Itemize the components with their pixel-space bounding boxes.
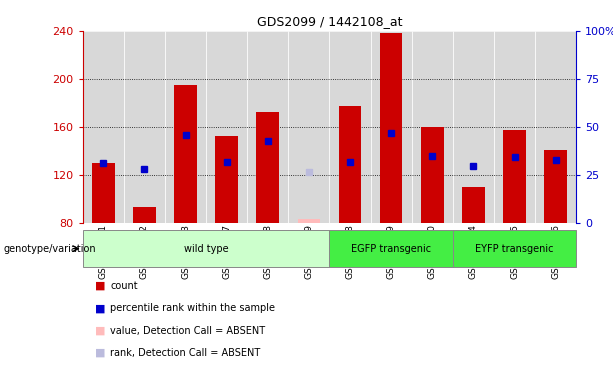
Text: percentile rank within the sample: percentile rank within the sample bbox=[110, 303, 275, 313]
Text: ■: ■ bbox=[95, 303, 105, 313]
Bar bbox=[330, 31, 371, 223]
Bar bbox=[256, 112, 279, 223]
Text: wild type: wild type bbox=[184, 243, 229, 254]
Text: ■: ■ bbox=[95, 326, 105, 336]
Bar bbox=[494, 31, 535, 223]
Bar bbox=[174, 85, 197, 223]
Bar bbox=[298, 219, 320, 223]
Bar bbox=[288, 31, 330, 223]
Bar bbox=[330, 230, 453, 267]
Bar bbox=[503, 130, 526, 223]
Title: GDS2099 / 1442108_at: GDS2099 / 1442108_at bbox=[257, 15, 402, 28]
Bar bbox=[247, 31, 288, 223]
Bar bbox=[535, 31, 576, 223]
Bar bbox=[339, 106, 361, 223]
Bar bbox=[412, 31, 453, 223]
Text: rank, Detection Call = ABSENT: rank, Detection Call = ABSENT bbox=[110, 348, 261, 358]
Bar bbox=[215, 136, 238, 223]
Bar bbox=[453, 230, 576, 267]
Bar bbox=[83, 31, 124, 223]
Bar bbox=[124, 31, 165, 223]
Bar bbox=[83, 230, 330, 267]
Bar bbox=[133, 207, 156, 223]
Bar bbox=[165, 31, 206, 223]
Text: value, Detection Call = ABSENT: value, Detection Call = ABSENT bbox=[110, 326, 265, 336]
Text: ■: ■ bbox=[95, 348, 105, 358]
Text: genotype/variation: genotype/variation bbox=[3, 244, 96, 254]
Bar bbox=[380, 33, 403, 223]
Text: EYFP transgenic: EYFP transgenic bbox=[475, 243, 554, 254]
Bar bbox=[453, 31, 494, 223]
Bar bbox=[462, 187, 485, 223]
Bar bbox=[421, 127, 444, 223]
Text: count: count bbox=[110, 281, 138, 291]
Bar bbox=[92, 163, 115, 223]
Bar bbox=[206, 31, 247, 223]
Text: EGFP transgenic: EGFP transgenic bbox=[351, 243, 431, 254]
Text: ■: ■ bbox=[95, 281, 105, 291]
Bar bbox=[371, 31, 412, 223]
Bar bbox=[544, 149, 567, 223]
